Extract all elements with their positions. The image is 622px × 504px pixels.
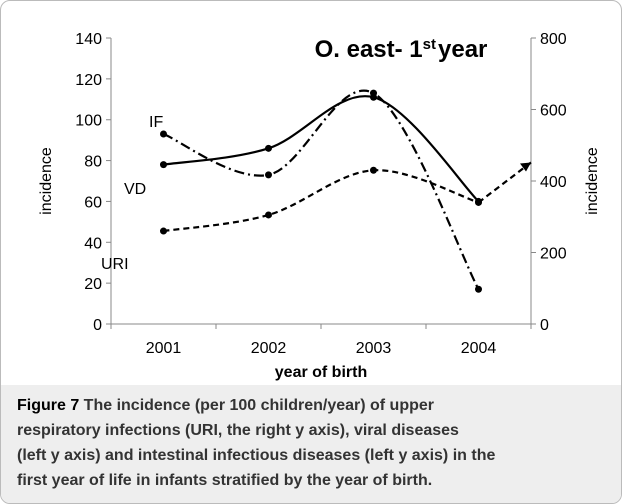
- arrow-head: [520, 162, 531, 172]
- caption-label: Figure 7: [17, 397, 80, 414]
- caption: Figure 7 The incidence (per 100 children…: [1, 385, 621, 503]
- y2-tick-label: 200: [540, 246, 567, 263]
- caption-line: respiratory infections (URI, the right y…: [17, 418, 621, 443]
- y2-axis-label: incidence: [584, 147, 601, 215]
- point: [265, 211, 272, 219]
- series-line: [163, 95, 480, 203]
- y2-tick-label: 600: [540, 103, 567, 120]
- point: [265, 144, 272, 152]
- series-line: [163, 169, 479, 233]
- y-tick-label: 100: [75, 113, 102, 130]
- x-tick-label: 2004: [461, 340, 497, 357]
- point: [160, 161, 167, 169]
- chart: O. east- 1styear year of birth incidence…: [38, 31, 601, 381]
- y2-tick-label: 0: [540, 317, 549, 334]
- title-part: O. east- 1: [315, 36, 423, 63]
- point: [370, 166, 377, 174]
- title-part: year: [438, 36, 487, 63]
- point: [370, 89, 377, 97]
- y-tick-label: 60: [84, 194, 102, 211]
- x-tick-label: 2002: [251, 340, 287, 357]
- x-tick-label: 2003: [356, 340, 392, 357]
- chart-title: O. east- 1styear: [315, 36, 488, 64]
- caption-text: first year of life in infants stratified…: [17, 472, 433, 489]
- point: [160, 227, 167, 235]
- y-tick-label: 80: [84, 154, 102, 171]
- y-tick-label: 120: [75, 72, 102, 89]
- caption-line: Figure 7 The incidence (per 100 children…: [17, 393, 621, 418]
- trend-arrow: [477, 161, 532, 204]
- point: [160, 130, 167, 138]
- caption-line: (left y axis) and intestinal infectious …: [17, 443, 621, 468]
- x-tick-label: 2001: [146, 340, 182, 357]
- y-tick-label: 140: [75, 31, 102, 48]
- series-label: URI: [101, 256, 129, 273]
- y2-tick-label: 400: [540, 174, 567, 191]
- y-tick-label: 20: [84, 276, 102, 293]
- point: [265, 171, 272, 179]
- point: [475, 285, 482, 293]
- y-tick-label: 40: [84, 235, 102, 252]
- series-label: IF: [149, 114, 163, 131]
- caption-line: first year of life in infants stratified…: [17, 468, 621, 493]
- series-label: VD: [124, 181, 146, 198]
- caption-text: (left y axis) and intestinal infectious …: [17, 447, 496, 464]
- x-axis-label: year of birth: [275, 364, 367, 381]
- y-tick-label: 0: [93, 317, 102, 334]
- series-line: [163, 89, 480, 290]
- caption-text: respiratory infections (URI, the right y…: [17, 422, 459, 439]
- y2-tick-label: 800: [540, 31, 567, 48]
- caption-text: The incidence (per 100 children/year) of…: [79, 397, 434, 414]
- y-axis-label: incidence: [38, 147, 55, 215]
- title-part: st: [423, 36, 436, 53]
